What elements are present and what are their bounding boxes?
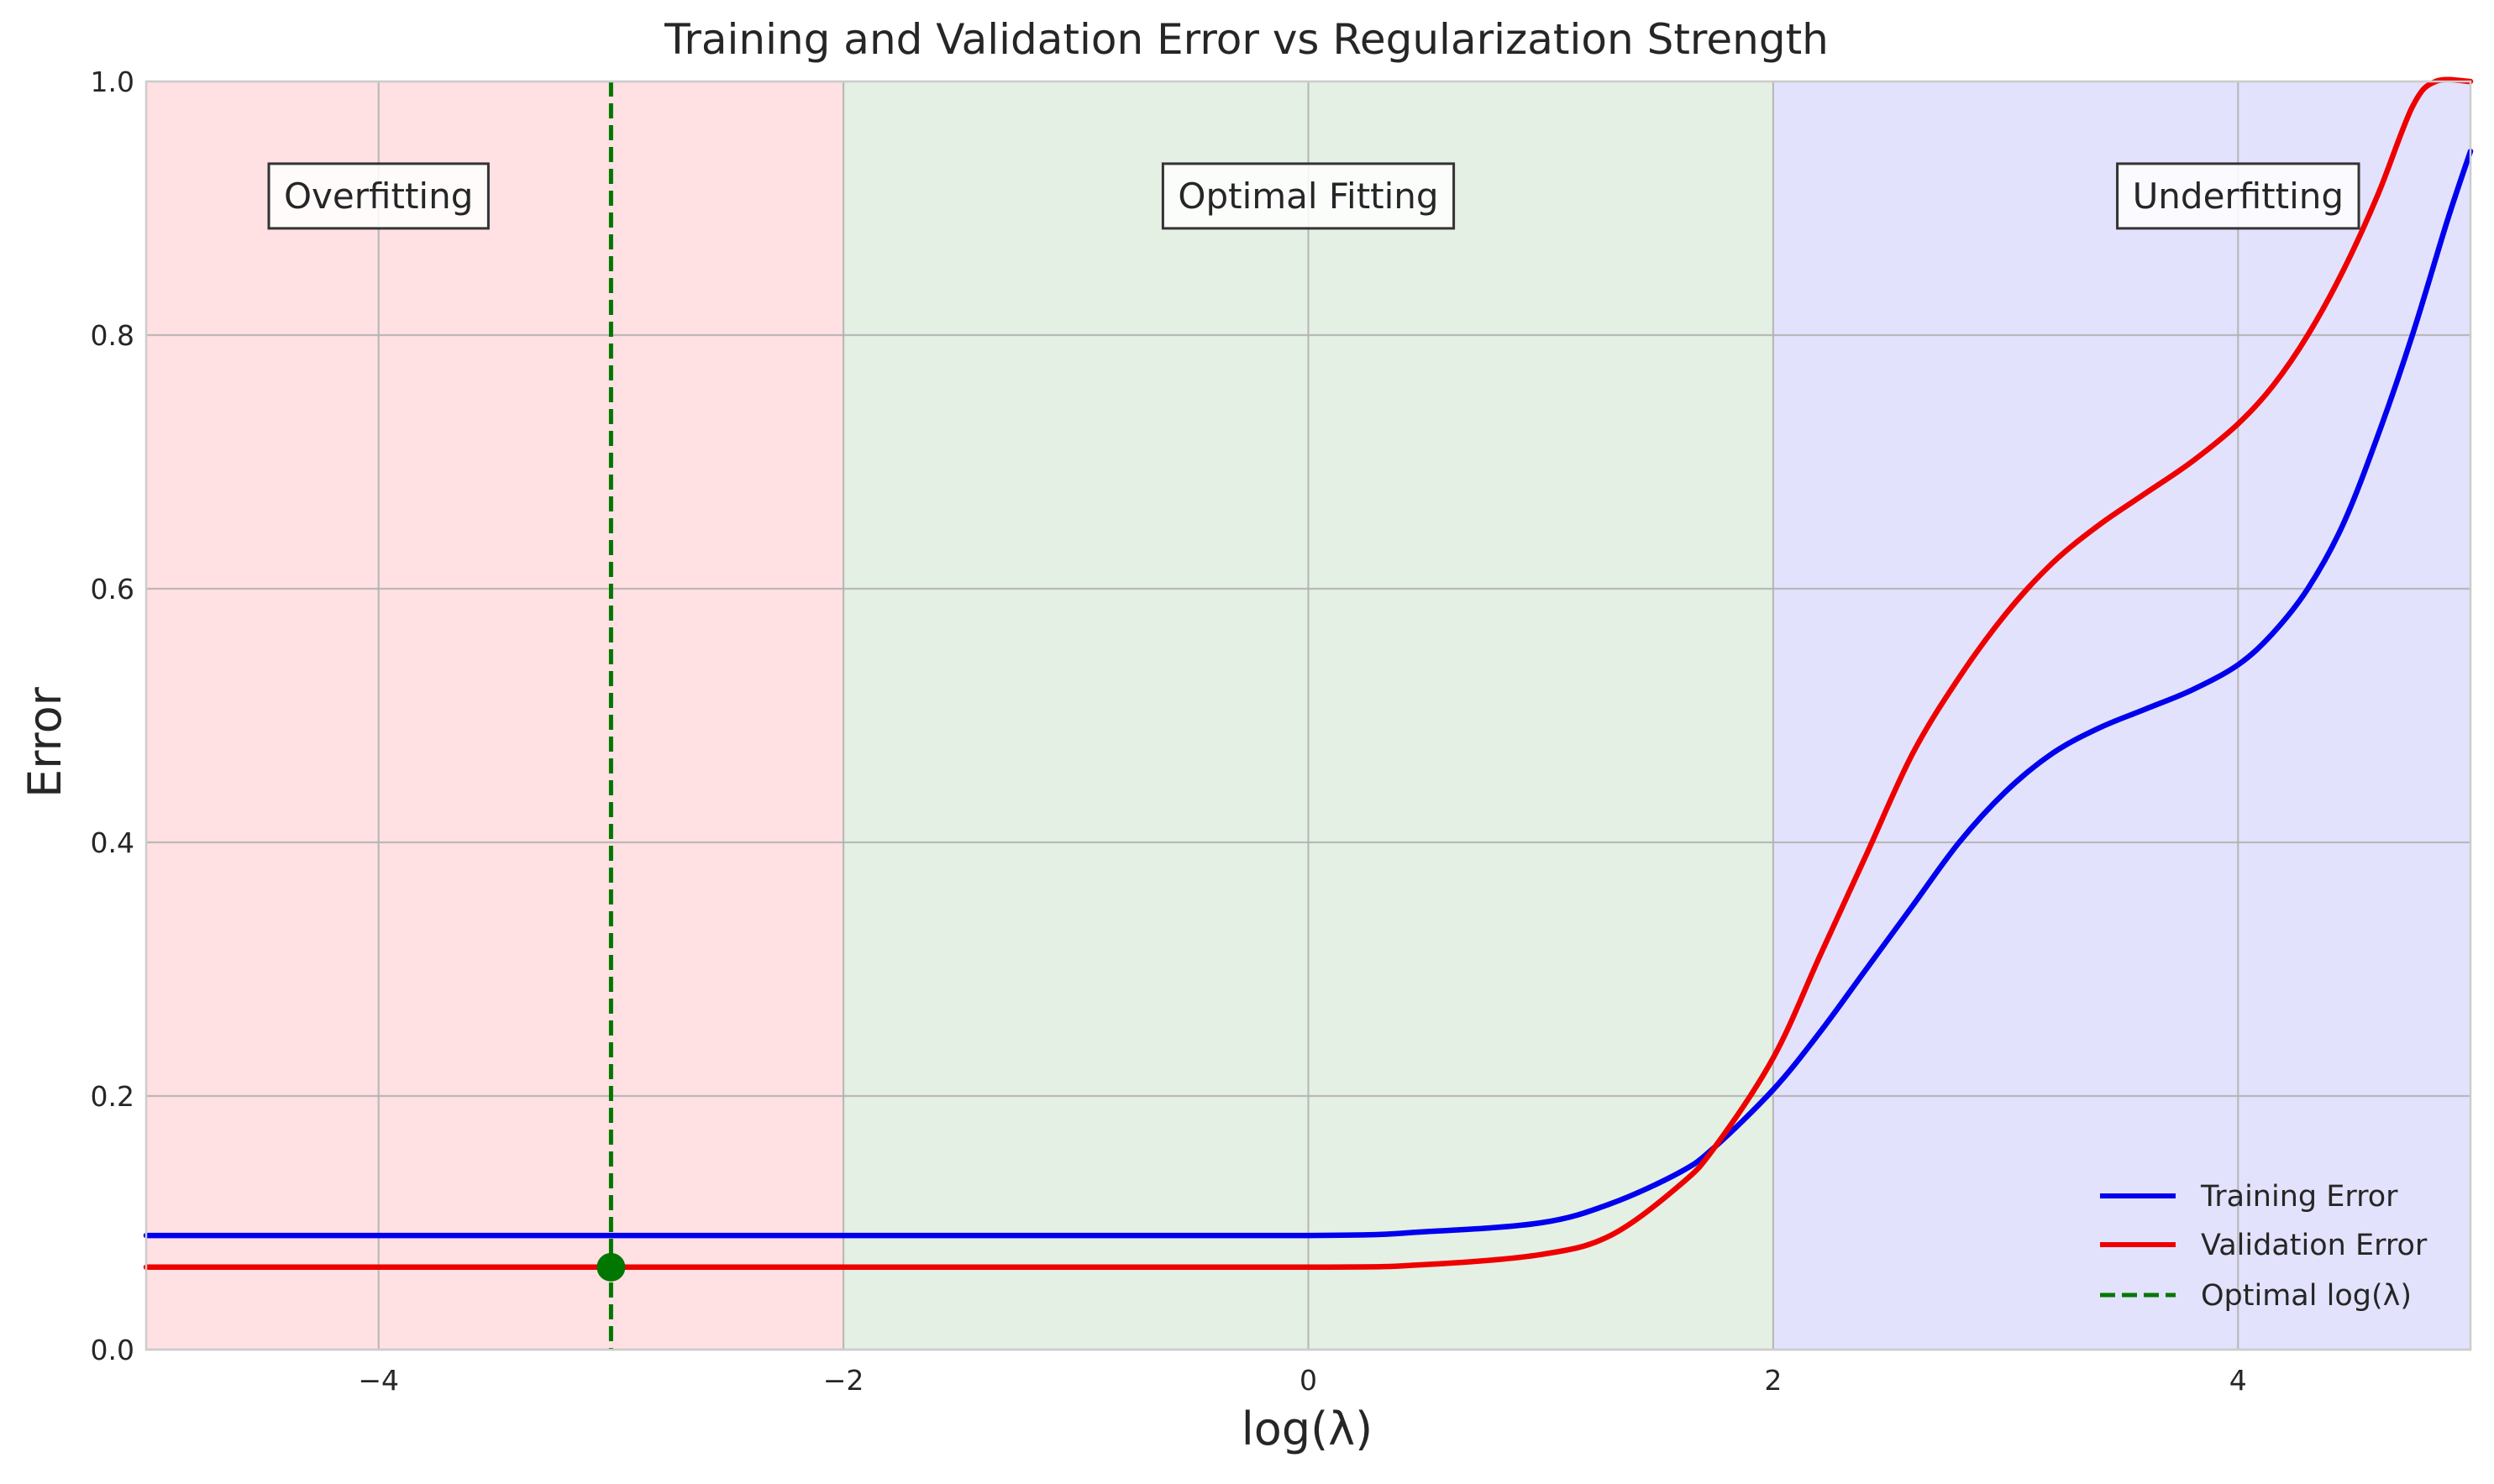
series-lines [143,76,2474,1350]
region-label-underfitting: Underfitting [2116,162,2360,230]
y-tick-label: 0.6 [91,573,134,606]
y-tick-label: 0.4 [91,826,134,859]
y-tick-label: 0.2 [91,1080,134,1113]
axes-border [144,80,2472,1351]
x-tick-label: 4 [2229,1364,2247,1397]
tick-labels: −4 −2 0 2 4 0.0 0.2 0.4 0.6 0.8 1.0 [91,66,2247,1397]
region-label-text: Underfitting [2133,176,2344,217]
region-label-box [2116,162,2360,230]
region-band-overfitting [146,81,844,1350]
chart-title: Training and Validation Error vs Regular… [664,15,1829,64]
legend: Training Error Validation Error Optimal … [2100,1180,2428,1313]
region-label-overfitting: Overfitting [267,162,490,230]
x-tick-label: −4 [358,1364,399,1397]
region-labels: Overfitting Optimal Fitting Underfitting [267,162,2360,230]
y-tick-label: 0.0 [91,1334,134,1366]
region-label-text: Optimal Fitting [1178,176,1438,217]
y-tick-label: 0.8 [91,319,134,352]
series-line-training-error [143,148,2474,1239]
region-label-box [1161,162,1456,230]
y-tick-label: 1.0 [91,66,134,98]
axes-frame [144,80,2472,1351]
x-tick-label: 2 [1764,1364,1782,1397]
y-axis-label: Error [18,686,71,797]
legend-label-validation: Validation Error [2201,1229,2428,1262]
region-label-box [267,162,490,230]
series-line-validation-error [143,76,2474,1271]
legend-label-optimal: Optimal log(λ) [2201,1279,2412,1313]
region-label-text: Overfitting [284,176,473,217]
x-axis-label: log(λ) [1242,1403,1373,1455]
legend-label-training: Training Error [2200,1180,2398,1214]
region-label-optimal-fitting: Optimal Fitting [1161,162,1456,230]
x-tick-label: −2 [823,1364,864,1397]
optimal-point-marker [596,1252,626,1282]
x-tick-label: 0 [1300,1364,1317,1397]
grid-lines [146,80,2470,1351]
